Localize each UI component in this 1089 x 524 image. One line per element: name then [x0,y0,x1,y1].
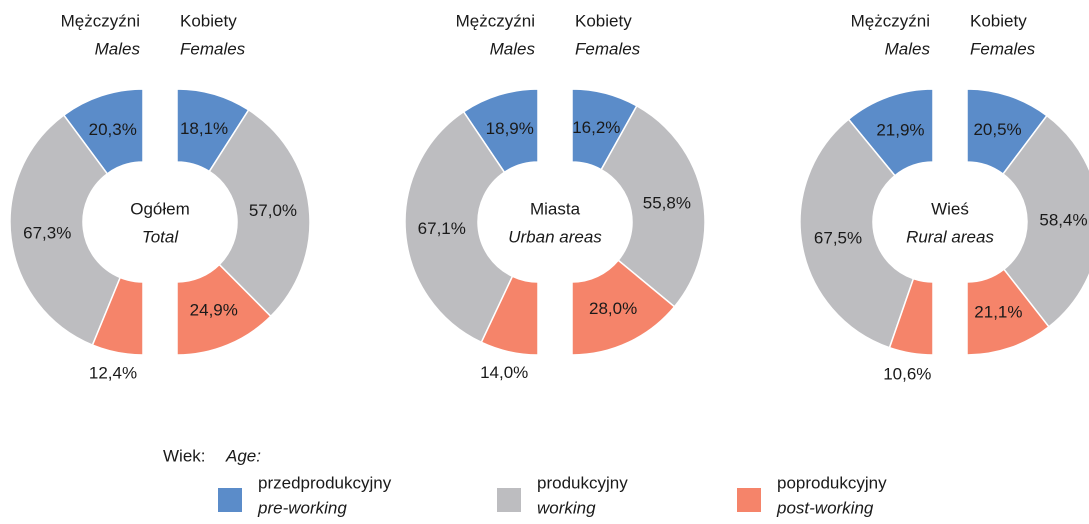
donut-segment [799,118,915,349]
value-label: 55,8% [643,194,691,213]
donut-segment [571,259,676,356]
donut-segment [888,277,934,356]
value-label: 12,4% [89,364,137,383]
donut-segment [404,110,514,344]
value-label: 18,1% [180,119,228,138]
legend-label: produkcyjny [537,473,628,492]
legend-swatch [737,488,761,512]
group-name: Kobiety [180,11,237,30]
value-label: 21,1% [974,303,1022,322]
value-label: 67,5% [814,229,862,248]
value-label: 16,2% [572,118,620,137]
donut-segment [91,276,144,356]
group-name: Mężczyźni [61,11,140,30]
donut-segment [480,275,539,356]
legend-title: Wiek: [163,446,206,465]
group-name: Mężczyźni [851,11,930,30]
legend-label-en: pre-working [257,498,347,517]
group-name-en: Females [970,39,1036,58]
value-label: 18,9% [486,119,534,138]
center-label: Miasta [530,199,581,218]
donut-segment [966,268,1050,356]
center-label: Ogółem [130,199,190,218]
legend-swatch [218,488,242,512]
group-name-en: Males [490,39,536,58]
value-label: 14,0% [480,363,528,382]
group-name-en: Females [575,39,641,58]
center-label-en: Total [142,227,179,246]
value-label: 20,5% [973,120,1021,139]
value-label: 67,1% [418,219,466,238]
legend-label: poprodukcyjny [777,473,887,492]
legend-label: przedprodukcyjny [258,473,392,492]
donut-segment [208,108,311,318]
group-name: Mężczyźni [456,11,535,30]
group-name: Kobiety [970,11,1027,30]
value-label: 20,3% [89,120,137,139]
value-label: 21,9% [876,121,924,140]
group-name-en: Males [95,39,141,58]
donut-segment [176,263,272,356]
value-label: 28,0% [589,299,637,318]
legend-label-en: working [537,498,596,517]
value-label: 67,3% [23,223,71,242]
value-label: 58,4% [1039,211,1087,230]
center-label-en: Rural areas [906,227,994,246]
legend-swatch [497,488,521,512]
legend-title-en: Age: [225,446,261,465]
center-label-en: Urban areas [508,227,602,246]
center-label: Wieś [931,199,969,218]
value-label: 10,6% [883,364,931,383]
group-name-en: Females [180,39,246,58]
legend-label-en: post-working [776,498,874,517]
donut-segment [9,114,122,347]
value-label: 24,9% [190,301,238,320]
donut-segment [600,104,706,308]
value-label: 57,0% [249,201,297,220]
group-name: Kobiety [575,11,632,30]
group-name-en: Males [885,39,931,58]
